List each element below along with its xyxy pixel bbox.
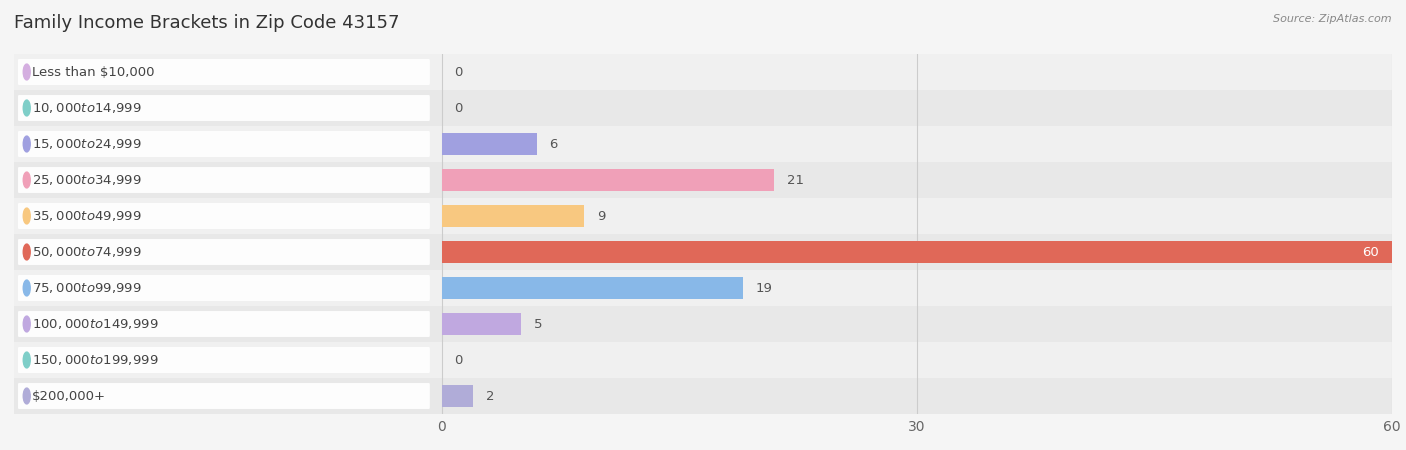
Circle shape xyxy=(24,172,30,188)
Text: Family Income Brackets in Zip Code 43157: Family Income Brackets in Zip Code 43157 xyxy=(14,14,399,32)
Text: 5: 5 xyxy=(533,318,543,330)
Text: $50,000 to $74,999: $50,000 to $74,999 xyxy=(32,245,142,259)
Bar xyxy=(441,385,474,407)
Text: 0: 0 xyxy=(454,66,463,78)
Text: 60: 60 xyxy=(1362,246,1379,258)
FancyBboxPatch shape xyxy=(18,131,430,157)
Bar xyxy=(441,169,775,191)
FancyBboxPatch shape xyxy=(18,239,430,265)
FancyBboxPatch shape xyxy=(18,59,430,85)
Text: Source: ZipAtlas.com: Source: ZipAtlas.com xyxy=(1274,14,1392,23)
Circle shape xyxy=(24,100,30,116)
Circle shape xyxy=(24,388,30,404)
Bar xyxy=(14,306,1392,342)
Text: 21: 21 xyxy=(787,174,804,186)
Circle shape xyxy=(24,352,30,368)
Text: $75,000 to $99,999: $75,000 to $99,999 xyxy=(32,281,142,295)
Bar xyxy=(14,54,1392,90)
Bar xyxy=(441,205,585,227)
Text: Less than $10,000: Less than $10,000 xyxy=(32,66,155,78)
Circle shape xyxy=(24,208,30,224)
Text: 0: 0 xyxy=(454,102,463,114)
Text: 2: 2 xyxy=(486,390,495,402)
Text: 9: 9 xyxy=(598,210,605,222)
Circle shape xyxy=(24,64,30,80)
Bar xyxy=(14,234,1392,270)
Text: 19: 19 xyxy=(755,282,772,294)
Bar xyxy=(14,198,1392,234)
Bar xyxy=(14,126,1392,162)
Bar xyxy=(14,162,1392,198)
Text: $25,000 to $34,999: $25,000 to $34,999 xyxy=(32,173,142,187)
Bar xyxy=(441,241,1392,263)
Bar xyxy=(14,342,1392,378)
Circle shape xyxy=(24,316,30,332)
Text: $10,000 to $14,999: $10,000 to $14,999 xyxy=(32,101,142,115)
FancyBboxPatch shape xyxy=(18,203,430,229)
Text: $35,000 to $49,999: $35,000 to $49,999 xyxy=(32,209,142,223)
Bar xyxy=(441,277,742,299)
Bar xyxy=(441,133,537,155)
FancyBboxPatch shape xyxy=(18,275,430,301)
Circle shape xyxy=(24,244,30,260)
Bar xyxy=(14,90,1392,126)
Text: $150,000 to $199,999: $150,000 to $199,999 xyxy=(32,353,159,367)
FancyBboxPatch shape xyxy=(18,311,430,337)
Text: $200,000+: $200,000+ xyxy=(32,390,107,402)
Bar xyxy=(441,313,520,335)
Text: 6: 6 xyxy=(550,138,558,150)
Circle shape xyxy=(24,136,30,152)
Bar xyxy=(14,270,1392,306)
FancyBboxPatch shape xyxy=(18,383,430,409)
FancyBboxPatch shape xyxy=(18,347,430,373)
Text: $15,000 to $24,999: $15,000 to $24,999 xyxy=(32,137,142,151)
Circle shape xyxy=(24,280,30,296)
FancyBboxPatch shape xyxy=(18,167,430,193)
Bar xyxy=(14,378,1392,414)
Text: $100,000 to $149,999: $100,000 to $149,999 xyxy=(32,317,159,331)
Text: 0: 0 xyxy=(454,354,463,366)
FancyBboxPatch shape xyxy=(18,95,430,121)
